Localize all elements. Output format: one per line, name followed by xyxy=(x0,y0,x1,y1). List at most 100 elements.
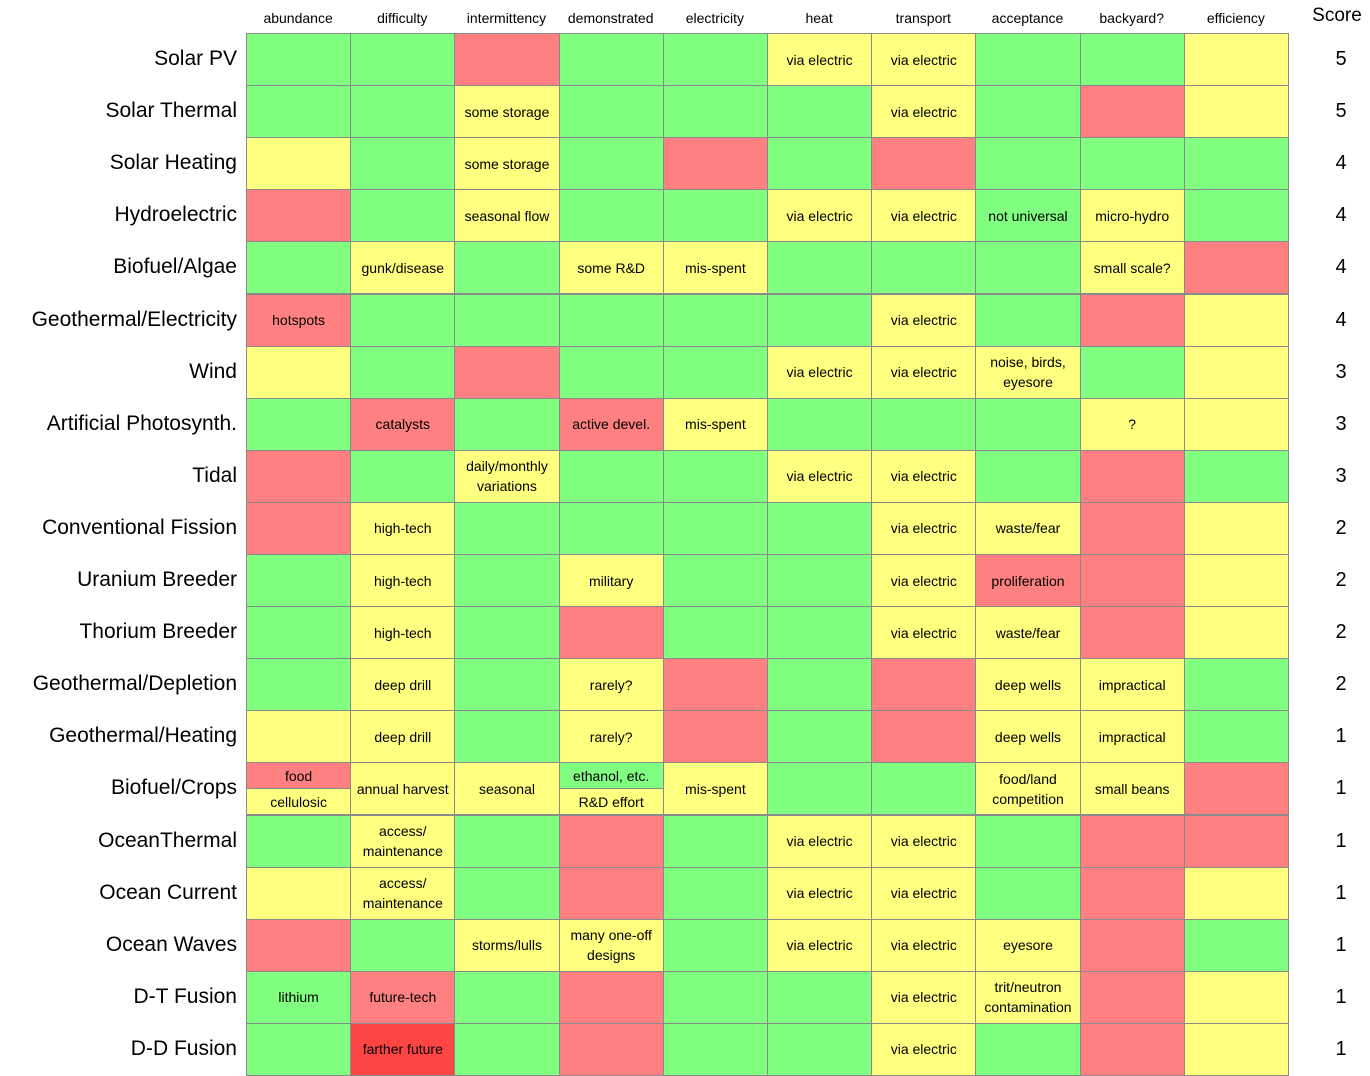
cell-text: high-tech xyxy=(373,572,432,589)
cell-text: some R&D xyxy=(577,259,646,276)
cell-text: via electric xyxy=(786,364,853,381)
column-header: heat xyxy=(805,10,833,26)
matrix-cell xyxy=(767,762,873,816)
row-score: 4 xyxy=(1335,204,1347,227)
matrix-cell xyxy=(1183,137,1289,191)
matrix-cell xyxy=(871,762,977,816)
row-label: Solar Thermal xyxy=(105,99,238,123)
matrix-cell xyxy=(454,33,560,87)
row-label: Biofuel/Algae xyxy=(113,255,237,279)
row-label: D-D Fusion xyxy=(130,1036,237,1060)
matrix-cell xyxy=(1183,33,1289,87)
cell-text: active devel. xyxy=(572,416,651,433)
matrix-cell: via electric xyxy=(767,189,873,243)
matrix-cell: seasonal xyxy=(454,762,560,816)
cell-text: cellulosic xyxy=(270,793,327,810)
cell-text: via electric xyxy=(890,103,957,120)
row-score: 4 xyxy=(1335,152,1347,175)
cell-text: via electric xyxy=(890,833,957,850)
matrix-cell xyxy=(558,85,664,139)
matrix-cell: trit/neutron contamination xyxy=(975,970,1081,1024)
cell-text: farther future xyxy=(362,1041,443,1058)
cell-text: R&D effort xyxy=(578,793,644,810)
cell-text: ethanol, etc. xyxy=(573,767,650,784)
matrix-cell xyxy=(767,658,873,712)
cell-text: rarely? xyxy=(589,728,633,745)
cell-text: some storage xyxy=(464,155,550,172)
matrix-cell xyxy=(246,1022,352,1076)
matrix-cell: via electric xyxy=(871,33,977,87)
matrix-cell: impractical xyxy=(1079,710,1185,764)
matrix-cell xyxy=(454,658,560,712)
cell-text: via electric xyxy=(890,468,957,485)
matrix-cell: future-tech xyxy=(350,970,456,1024)
matrix-cell xyxy=(1183,606,1289,660)
matrix-cell: high-tech xyxy=(350,606,456,660)
cell-text: small beans xyxy=(1094,780,1170,797)
matrix-cell: via electric xyxy=(767,918,873,972)
cell-text: mis-spent xyxy=(685,780,746,797)
cell-text: many one-off designs xyxy=(570,927,652,964)
matrix-cell: via electric xyxy=(767,866,873,920)
matrix-cell: ? xyxy=(1079,397,1185,451)
cell-text: eyesore xyxy=(1003,937,1053,954)
cell-text: mis-spent xyxy=(685,416,746,433)
matrix-cell xyxy=(558,606,664,660)
row-label: OceanThermal xyxy=(98,828,237,852)
matrix-cell: small scale? xyxy=(1079,241,1185,295)
matrix-cell xyxy=(767,293,873,347)
row-label: Geothermal/Depletion xyxy=(32,672,237,696)
matrix-cell xyxy=(662,658,768,712)
matrix-cell xyxy=(246,710,352,764)
cell-text: via electric xyxy=(890,624,957,641)
cell-text: military xyxy=(589,572,634,589)
matrix-cell xyxy=(1183,710,1289,764)
matrix-cell xyxy=(767,710,873,764)
matrix-cell xyxy=(767,137,873,191)
matrix-cell: not universal xyxy=(975,189,1081,243)
cell-text: gunk/disease xyxy=(361,259,445,276)
cell-text: via electric xyxy=(890,364,957,381)
matrix-cell xyxy=(767,606,873,660)
row-label: Wind xyxy=(189,359,237,383)
matrix-cell xyxy=(662,918,768,972)
matrix-cell xyxy=(1079,606,1185,660)
row-score: 4 xyxy=(1335,256,1347,279)
matrix-cell xyxy=(350,293,456,347)
cell-text: impractical xyxy=(1098,728,1166,745)
cell-text: deep wells xyxy=(994,728,1062,745)
cell-text: via electric xyxy=(786,833,853,850)
row-score: 1 xyxy=(1335,829,1347,852)
row-score: 3 xyxy=(1335,464,1347,487)
matrix-cell: via electric xyxy=(871,501,977,555)
matrix-cell xyxy=(558,449,664,503)
matrix-cell xyxy=(662,501,768,555)
matrix-cell xyxy=(246,658,352,712)
cell-text: hotspots xyxy=(272,312,326,329)
matrix-cell xyxy=(975,241,1081,295)
score-header: Score xyxy=(1312,5,1362,26)
matrix-cell xyxy=(246,814,352,868)
matrix-cell: some storage xyxy=(454,85,560,139)
matrix-cell xyxy=(350,85,456,139)
matrix-cell xyxy=(1183,554,1289,608)
matrix-cell xyxy=(350,918,456,972)
matrix-cell: noise, birds, eyesore xyxy=(975,345,1081,399)
matrix-cell: access/ maintenance xyxy=(350,814,456,868)
matrix-cell xyxy=(1079,554,1185,608)
matrix-cell xyxy=(454,345,560,399)
matrix-cell xyxy=(350,345,456,399)
row-score: 1 xyxy=(1335,725,1347,748)
matrix-cell xyxy=(1079,293,1185,347)
matrix-cell xyxy=(767,501,873,555)
cell-text: via electric xyxy=(786,937,853,954)
matrix-cell xyxy=(975,293,1081,347)
matrix-cell: waste/fear xyxy=(975,501,1081,555)
matrix-cell: via electric xyxy=(871,970,977,1024)
matrix-cell: some R&D xyxy=(558,241,664,295)
cell-text: high-tech xyxy=(373,624,432,641)
matrix-cell xyxy=(454,814,560,868)
matrix-cell: catalysts xyxy=(350,397,456,451)
cell-text: via electric xyxy=(890,520,957,537)
cell-text: not universal xyxy=(988,207,1068,224)
